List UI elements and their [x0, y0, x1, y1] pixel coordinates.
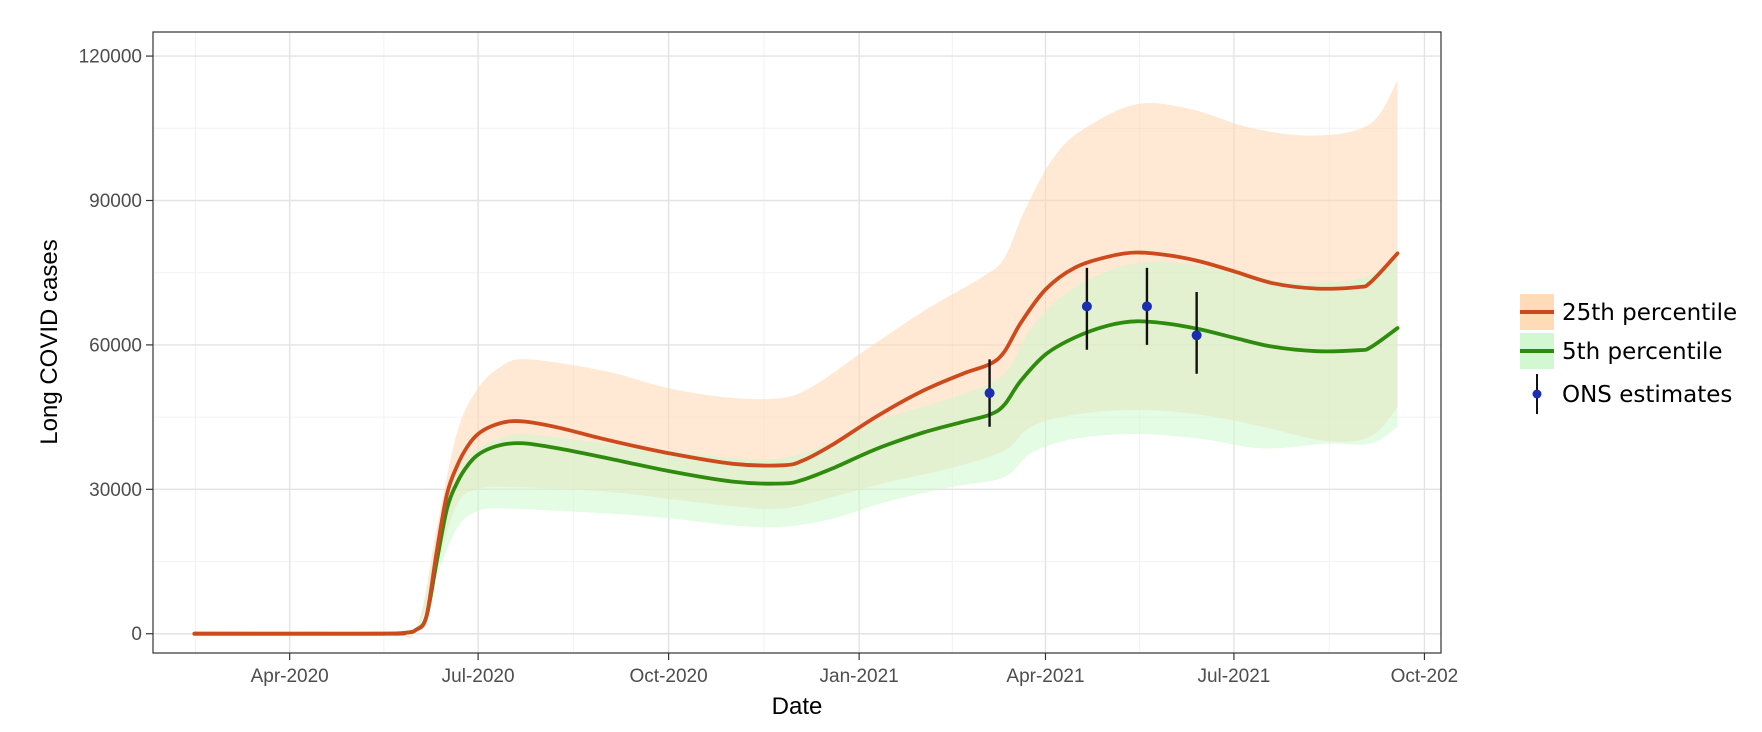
- legend-key-point: [1532, 389, 1542, 399]
- y-tick-label: 0: [131, 624, 142, 645]
- x-axis: Apr-2020 Jul-2020 Oct-2020 Jan-2021 Apr-2021…: [251, 653, 1459, 687]
- ons-point: [1141, 301, 1152, 312]
- plot-border: [152, 31, 1442, 654]
- legend-label: ONS estimates: [1562, 382, 1732, 408]
- ons-estimates: [984, 267, 1202, 427]
- legend: 25th percentile 5th percentile ONS estimat…: [1520, 294, 1737, 414]
- x-tick-label: Jan-2021: [820, 666, 899, 687]
- ons-point: [1081, 301, 1092, 312]
- ons-point: [984, 388, 995, 399]
- x-tick-label: Oct-2020: [630, 666, 708, 687]
- uncertainty-bands: [194, 80, 1398, 639]
- ons-point: [1191, 330, 1202, 341]
- band-25th-percentile: [194, 80, 1398, 639]
- legend-label: 25th percentile: [1562, 300, 1737, 326]
- y-tick-label: 30000: [89, 480, 142, 501]
- x-axis-title: Date: [772, 693, 823, 720]
- line-25th-percentile: [192, 250, 1400, 636]
- x-tick-label: Apr-2020: [251, 666, 329, 687]
- x-tick-label: Jul-2021: [1197, 666, 1270, 687]
- y-axis-title: Long COVID cases: [36, 239, 63, 444]
- y-axis: 0 30000 60000 90000 120000: [79, 47, 153, 645]
- legend-label: 5th percentile: [1562, 339, 1723, 365]
- x-tick-label: Jul-2020: [442, 666, 515, 687]
- band-5th-percentile: [194, 253, 1398, 638]
- x-tick-label: Apr-2021: [1006, 666, 1084, 687]
- series-lines: [192, 250, 1400, 636]
- y-tick-label: 60000: [89, 335, 142, 356]
- line-5th-percentile: [192, 319, 1400, 636]
- y-tick-label: 120000: [79, 47, 142, 68]
- y-tick-label: 90000: [89, 191, 142, 212]
- x-tick-label: Oct-202: [1391, 666, 1459, 687]
